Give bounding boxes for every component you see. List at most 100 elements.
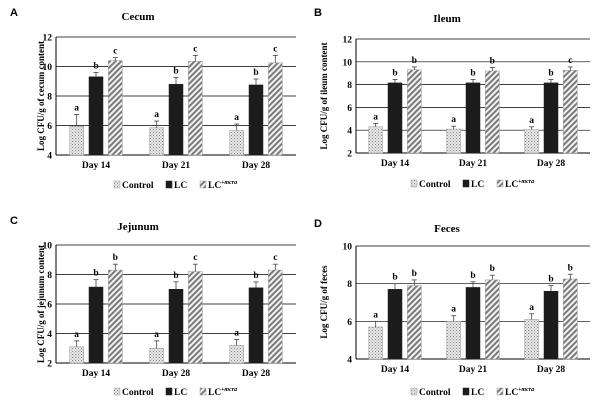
legend-label-lc-mcra: LC xyxy=(208,181,221,191)
y-tick-label: 6 xyxy=(47,301,52,311)
bar-lc-mcra-day21 xyxy=(188,61,203,156)
significance-letter: b xyxy=(253,68,258,78)
y-tick-label: 4 xyxy=(47,152,52,162)
bar-lc-day28 xyxy=(543,290,559,360)
significance-letter: a xyxy=(451,305,456,315)
legend-label-lc-mcra: LC xyxy=(505,180,518,190)
legend-superscript: +mcra xyxy=(518,387,534,393)
significance-letter: a xyxy=(451,115,456,125)
bar-lc-mcra-day14 xyxy=(407,285,422,360)
bar-control-day14 xyxy=(368,326,383,360)
significance-letter: b xyxy=(173,67,178,77)
bar-lc-day14 xyxy=(387,289,403,360)
bar-lc-mcra-day21 xyxy=(485,279,500,360)
x-tick-label: Day 28 xyxy=(537,159,565,169)
bar-lc-mcra-day21 xyxy=(485,70,500,154)
y-tick-label: 4 xyxy=(47,330,52,340)
legend-label-control: Control xyxy=(122,181,154,191)
significance-letter: a xyxy=(154,110,159,120)
legend-swatch-lc xyxy=(462,179,470,188)
significance-letter: c xyxy=(568,56,572,66)
bar-lc-day14 xyxy=(387,82,403,154)
legend-swatch-lc xyxy=(462,387,470,396)
significance-letter: c xyxy=(273,253,277,263)
panel-title: Ileum xyxy=(433,13,461,25)
y-tick-label: 8 xyxy=(47,271,52,281)
significance-letter: a xyxy=(373,112,378,122)
legend-label-lc-mcra: LC xyxy=(208,388,221,398)
significance-letter: b xyxy=(93,269,98,279)
panel-letter: D xyxy=(314,218,322,230)
bar-lc-mcra-day14 xyxy=(108,269,123,364)
y-axis-label: Log CFU/g of jejunum content xyxy=(36,245,46,363)
legend: Control LC LC +mcra xyxy=(410,387,534,398)
bar-lc-day14 xyxy=(88,286,104,364)
significance-letter: a xyxy=(154,330,159,340)
y-axis-label: Log CFU/g of feces xyxy=(319,265,329,339)
significance-letter: b xyxy=(568,263,573,273)
significance-letter: b xyxy=(470,68,475,78)
bar-control-day28 xyxy=(229,345,244,364)
bar-lc-mcra-day28 xyxy=(563,278,578,360)
y-tick-label: 12 xyxy=(43,34,53,44)
legend-swatch-control xyxy=(410,179,418,188)
significance-letter: b xyxy=(412,269,417,279)
legend-superscript: +mcra xyxy=(221,387,237,393)
y-tick-label: 8 xyxy=(347,81,352,91)
x-tick-label: Day 21 xyxy=(162,161,190,171)
bar-lc-day21 xyxy=(465,82,481,154)
y-tick-label: 2 xyxy=(47,360,52,370)
y-tick-label: 10 xyxy=(43,242,53,252)
bar-lc-mcra-day28 xyxy=(188,271,203,364)
significance-letter: b xyxy=(490,264,495,274)
x-tick-label: Day 14 xyxy=(381,159,409,169)
bar-lc-day28 xyxy=(248,287,264,364)
x-tick-label: Day 14 xyxy=(82,369,110,379)
x-tick-label: Day 28 xyxy=(242,161,270,171)
bar-control-day21 xyxy=(149,127,164,156)
x-tick-label: Day 14 xyxy=(381,365,409,375)
bar-lc-day28 xyxy=(543,82,559,154)
y-tick-label: 6 xyxy=(347,104,352,114)
significance-letter: a xyxy=(234,113,239,123)
legend-swatch-lc-mcra xyxy=(199,387,207,396)
bar-lc-mcra-day14 xyxy=(407,69,422,154)
significance-letter: a xyxy=(74,330,79,340)
bar-lc-mcra-day28 xyxy=(268,62,283,156)
significance-letter: b xyxy=(548,275,553,285)
bar-lc-mcra-day28 xyxy=(563,70,578,154)
legend-superscript: +mcra xyxy=(518,179,534,185)
x-tick-label: Day 21 xyxy=(459,365,487,375)
bar-lc-day21 xyxy=(465,287,481,360)
bar-lc-day14 xyxy=(88,76,104,156)
bar-control-day21 xyxy=(446,128,461,154)
legend: Control LC LC +mcra xyxy=(410,179,534,190)
significance-letter: b xyxy=(470,271,475,281)
bar-control-day21 xyxy=(446,321,461,360)
panel-letter: B xyxy=(314,7,322,19)
legend-swatch-lc-mcra xyxy=(199,180,207,189)
legend-label-control: Control xyxy=(419,180,451,190)
y-tick-label: 12 xyxy=(343,36,353,46)
significance-letter: c xyxy=(113,47,117,57)
bar-lc-mcra-day28 xyxy=(268,269,283,364)
bar-control-day28 xyxy=(524,129,539,154)
legend-swatch-lc xyxy=(165,387,173,396)
x-tick-label: Day 28 xyxy=(537,365,565,375)
panel-letter: C xyxy=(10,215,18,227)
significance-letter: b xyxy=(548,68,553,78)
x-tick-label: Day 28 xyxy=(162,369,190,379)
legend-label-control: Control xyxy=(122,388,154,398)
significance-letter: a xyxy=(74,103,79,113)
y-tick-label: 10 xyxy=(343,243,353,253)
y-tick-label: 8 xyxy=(47,93,52,103)
significance-letter: c xyxy=(193,44,197,54)
y-tick-label: 10 xyxy=(343,58,353,68)
legend-label-control: Control xyxy=(419,388,451,398)
significance-letter: c xyxy=(193,253,197,263)
significance-letter: a xyxy=(373,310,378,320)
significance-letter: b xyxy=(392,273,397,283)
y-tick-label: 4 xyxy=(347,356,352,366)
x-tick-label: Day 14 xyxy=(82,161,110,171)
